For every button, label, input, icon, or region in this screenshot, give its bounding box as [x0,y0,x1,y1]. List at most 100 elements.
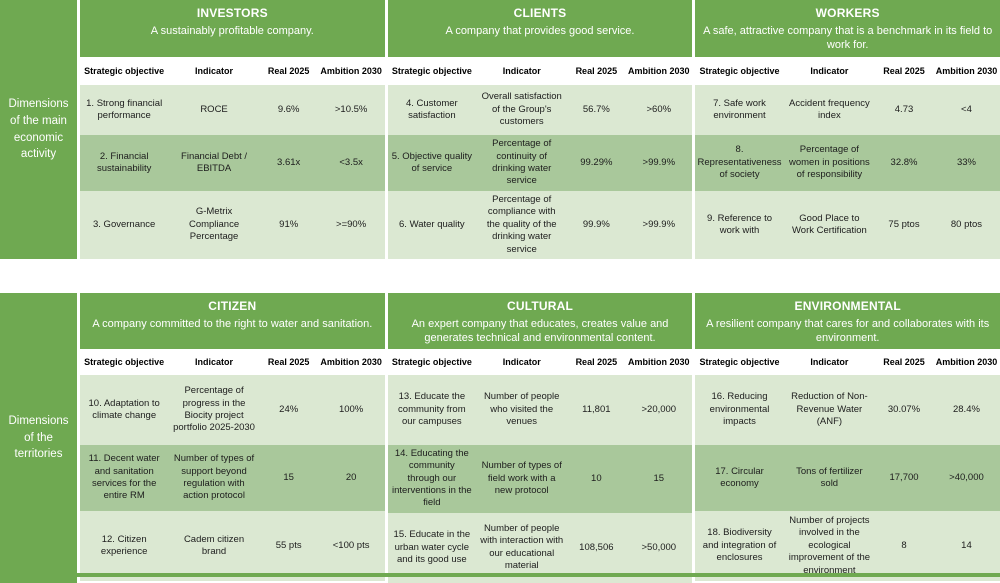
real-2025-cell: 32.8% [890,156,918,168]
column-header-ambition-2030: Ambition 2030 [320,357,382,367]
table-row: 5. Objective quality of service Percenta… [387,135,693,191]
column-header-strategic-objective: Strategic objective [391,66,472,76]
table-row: 7. Safe work environment Accident freque… [695,85,1000,135]
column-header-indicator: Indicator [810,66,849,76]
objective-cell: 12. Citizen experience [100,533,148,557]
ambition-2030-cell: <3.5x [339,156,363,168]
group-clients: CLIENTS A company that provides good ser… [387,0,693,259]
real-2025-cell: 55 pts [275,539,302,551]
ambition-2030-cell: >=90% [336,218,367,230]
group-cultural: CULTURAL An expert company that educates… [387,293,693,583]
ambition-2030-cell: >50,000 [641,541,677,553]
indicator-cell: Financial Debt / EBITDA [181,150,248,174]
ambition-2030-cell: <100 pts [332,539,370,551]
group-header-citizen: CITIZEN A company committed to the right… [80,293,385,349]
sidebar-label-economic-activity: Dimensions of the main economic activity [0,0,77,259]
real-2025-cell: 24% [279,403,299,415]
group-investors: INVESTORS A sustainably profitable compa… [80,0,385,259]
table-row: 13. Educate the community from our campu… [387,375,693,445]
section-divider [0,259,1000,293]
ambition-2030-cell: 28.4% [952,403,980,415]
real-2025-cell: 108,506 [579,541,614,553]
group-workers: WORKERS A safe, attractive company that … [695,0,1000,259]
column-header-indicator: Indicator [502,66,541,76]
column-header-real-2025: Real 2025 [267,357,310,367]
column-header-row: Strategic objective Indicator Real 2025 … [695,57,1000,85]
table-row: 16. Reducing environmental impacts Reduc… [695,375,1000,445]
indicator-cell: ROCE [200,103,228,115]
indicator-cell: Number of people with interaction with o… [480,523,564,572]
group-title: WORKERS [815,6,880,20]
group-header-clients: CLIENTS A company that provides good ser… [387,0,693,57]
column-header-ambition-2030: Ambition 2030 [628,357,690,367]
real-2025-cell: 10 [591,472,602,484]
group-subtitle: A company that provides good service. [445,25,635,37]
column-header-real-2025: Real 2025 [575,357,618,367]
objective-cell: 5. Objective quality of service [391,150,472,174]
indicator-cell: Number of people who visited the venues [483,391,560,428]
objective-cell: 2. Financial sustainability [96,150,152,174]
column-header-real-2025: Real 2025 [883,66,925,76]
objective-cell: 15. Educate in the urban water cycle and… [393,529,471,565]
ambition-2030-cell: 80 ptos [950,218,983,230]
indicator-cell: Cadem citizen brand [183,533,245,557]
indicator-cell: Overall satisfaction of the Group's cust… [481,91,562,128]
column-header-real-2025: Real 2025 [575,66,618,76]
table-row: 17. Circular economy Tons of fertilizer … [695,445,1000,511]
ambition-2030-cell: >99.9% [642,218,676,230]
ambition-2030-cell: <4 [961,103,972,115]
real-2025-cell: 9.6% [277,103,300,115]
group-subtitle: A sustainably profitable company. [150,25,314,37]
group-subtitle: A company committed to the right to wate… [92,318,373,330]
ambition-2030-cell: 14 [961,539,972,551]
group-header-investors: INVESTORS A sustainably profitable compa… [80,0,385,57]
group-header-environmental: ENVIRONMENTAL A resilient company that c… [695,293,1000,349]
table-row: 11. Decent water and sanitation services… [80,445,385,511]
objective-cell: 10. Adaptation to climate change [88,397,160,421]
column-header-ambition-2030: Ambition 2030 [320,66,382,76]
table-row: 12. Citizen experience Cadem citizen bra… [80,511,385,581]
group-environmental: ENVIRONMENTAL A resilient company that c… [695,293,1000,583]
indicator-cell: Good Place to Work Certification [791,212,867,236]
column-header-indicator: Indicator [195,66,234,76]
objective-cell: 16. Reducing environmental impacts [709,391,770,428]
objective-cell: 18. Biodiversity and integration of encl… [702,527,777,564]
ambition-2030-cell: 100% [338,403,364,415]
table-row: 18. Biodiversity and integration of encl… [695,511,1000,581]
column-header-row: Strategic objective Indicator Real 2025 … [695,349,1000,375]
objective-cell: 17. Circular economy [715,465,764,489]
real-2025-cell: 11,801 [582,403,611,415]
territories-table: Dimensions of the territories CITIZEN A … [0,293,1000,583]
indicator-cell: Number of projects involved in the ecolo… [788,515,871,576]
column-header-strategic-objective: Strategic objective [391,357,472,367]
column-header-ambition-2030: Ambition 2030 [628,66,690,76]
indicator-cell: Percentage of women in positions of resp… [788,144,870,181]
group-subtitle: A resilient company that cares for and c… [706,318,990,344]
objective-cell: 8. Representativeness of society [697,144,782,181]
indicator-cell: Tons of fertilizer sold [796,465,863,489]
table-row: 14. Educating the community through our … [387,445,693,513]
real-2025-cell: 17,700 [889,471,919,483]
table-row: 1. Strong financial performance ROCE 9.6… [80,85,385,135]
indicator-cell: Percentage of progress in the Biocity pr… [173,385,255,434]
real-2025-cell: 56.7% [582,103,610,115]
table-row: 10. Adaptation to climate change Percent… [80,375,385,445]
sidebar-label-territories: Dimensions of the territories [0,293,77,583]
indicator-cell: Reduction of Non-Revenue Water (ANF) [791,391,868,428]
objective-cell: 11. Decent water and sanitation services… [88,453,160,502]
real-2025-cell: 91% [279,218,299,230]
indicator-cell: Percentage of continuity of drinking wat… [492,138,552,187]
table-row: 4. Customer satisfaction Overall satisfa… [387,85,693,135]
objective-cell: 4. Customer satisfaction [405,97,458,121]
real-2025-cell: 75 ptos [888,218,920,230]
objective-cell: 7. Safe work environment [713,97,766,121]
column-header-ambition-2030: Ambition 2030 [935,66,998,76]
column-header-strategic-objective: Strategic objective [84,357,165,367]
indicator-cell: Number of types of field work with a new… [481,460,562,497]
group-header-cultural: CULTURAL An expert company that educates… [387,293,693,349]
indicator-cell: Number of types of support beyond regula… [173,453,255,502]
real-2025-cell: 3.61x [277,156,301,168]
real-2025-cell: 99.9% [582,218,610,230]
group-title: ENVIRONMENTAL [794,299,901,313]
real-2025-cell: 15 [283,471,294,483]
